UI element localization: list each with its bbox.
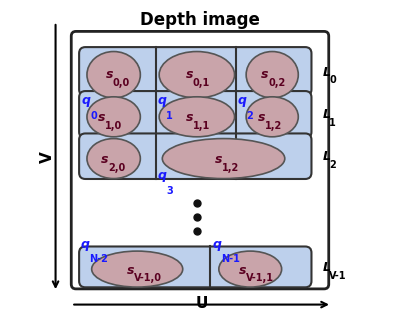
- Text: s: s: [258, 111, 266, 124]
- Text: 0,0: 0,0: [113, 78, 130, 88]
- Text: s: s: [239, 263, 247, 277]
- Text: s: s: [261, 68, 269, 81]
- Text: 0,1: 0,1: [193, 78, 210, 88]
- Text: L: L: [322, 66, 330, 79]
- Text: q: q: [237, 94, 246, 107]
- Text: L: L: [322, 261, 330, 274]
- Text: s: s: [215, 153, 222, 166]
- Text: s: s: [101, 153, 108, 166]
- Text: 2: 2: [246, 111, 252, 121]
- Ellipse shape: [219, 251, 282, 287]
- Text: 1,1: 1,1: [193, 121, 210, 131]
- Text: 2,0: 2,0: [108, 163, 125, 173]
- Ellipse shape: [87, 97, 140, 137]
- Text: V-1,0: V-1,0: [134, 273, 162, 283]
- Text: s: s: [186, 111, 193, 124]
- Text: U: U: [195, 296, 208, 311]
- Text: 2: 2: [329, 160, 336, 170]
- Ellipse shape: [87, 51, 140, 98]
- FancyBboxPatch shape: [79, 91, 312, 138]
- Text: 1,0: 1,0: [105, 121, 122, 131]
- Text: 1: 1: [166, 111, 173, 121]
- Text: q: q: [212, 238, 222, 251]
- Text: L: L: [322, 150, 330, 164]
- Text: V-1: V-1: [329, 271, 347, 281]
- Text: s: s: [98, 111, 106, 124]
- Ellipse shape: [159, 51, 234, 98]
- Text: 0,2: 0,2: [268, 78, 285, 88]
- Text: s: s: [106, 68, 113, 81]
- Text: V-1,1: V-1,1: [246, 273, 274, 283]
- Ellipse shape: [87, 138, 140, 179]
- Ellipse shape: [162, 138, 285, 179]
- FancyBboxPatch shape: [71, 31, 329, 289]
- Text: Depth image: Depth image: [140, 11, 260, 29]
- FancyBboxPatch shape: [79, 246, 312, 287]
- Text: q: q: [158, 169, 167, 182]
- Ellipse shape: [246, 51, 298, 98]
- Text: 0: 0: [90, 111, 97, 121]
- Ellipse shape: [246, 97, 298, 137]
- Text: 3: 3: [166, 186, 173, 196]
- Text: N-1: N-1: [221, 254, 240, 264]
- Text: 0: 0: [329, 75, 336, 85]
- Ellipse shape: [92, 251, 183, 287]
- Text: 1,2: 1,2: [265, 121, 282, 131]
- Ellipse shape: [159, 97, 234, 137]
- Text: s: s: [127, 263, 135, 277]
- Text: 1: 1: [329, 118, 336, 128]
- Text: 1,2: 1,2: [222, 163, 239, 173]
- Text: q: q: [80, 238, 89, 251]
- FancyBboxPatch shape: [79, 133, 312, 179]
- Text: L: L: [322, 108, 330, 121]
- Text: q: q: [81, 94, 90, 107]
- FancyBboxPatch shape: [79, 47, 312, 96]
- Text: V: V: [40, 151, 55, 163]
- Text: N-2: N-2: [89, 254, 108, 264]
- Text: s: s: [186, 68, 193, 81]
- Text: q: q: [158, 94, 167, 107]
